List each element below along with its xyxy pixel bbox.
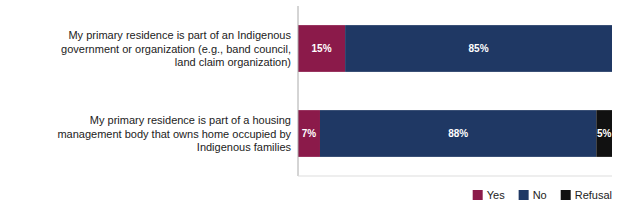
legend-swatch bbox=[519, 190, 529, 200]
category-label-line: Indigenous families bbox=[197, 141, 292, 153]
bar-segment bbox=[298, 25, 345, 72]
chart-container: 15% 7% 85% 88% 5% My primary residence is par… bbox=[0, 0, 625, 211]
chart-svg: 15% 7% 85% 88% 5% My primary residence is par… bbox=[0, 0, 625, 211]
bar-segment bbox=[298, 110, 320, 157]
category-label-line: My primary residence is part of an Indig… bbox=[68, 29, 291, 41]
bar-segment bbox=[596, 110, 612, 157]
bars bbox=[298, 25, 612, 157]
data-label: 88% bbox=[448, 128, 468, 139]
bar-segment bbox=[345, 25, 612, 72]
category-label: My primary residence is part of a housin… bbox=[57, 114, 291, 153]
category-label-line: management body that owns home occupied … bbox=[57, 128, 291, 140]
category-label-line: My primary residence is part of a housin… bbox=[90, 114, 291, 126]
legend-swatch bbox=[561, 190, 571, 200]
axis-line bbox=[298, 6, 299, 176]
axis-line bbox=[298, 176, 612, 177]
data-label: 85% bbox=[469, 43, 489, 54]
bar-segment bbox=[320, 110, 596, 157]
data-label: 15% bbox=[312, 43, 332, 54]
legend-label: Yes bbox=[487, 189, 505, 201]
legend-swatch bbox=[473, 190, 483, 200]
bar-segment bbox=[612, 25, 613, 72]
legend-label: No bbox=[533, 189, 547, 201]
category-label-line: government or organization (e.g., band c… bbox=[61, 43, 291, 55]
category-label-line: land claim organization) bbox=[175, 56, 291, 68]
category-label: My primary residence is part of an Indig… bbox=[61, 29, 291, 68]
legend: Yes No Refusal bbox=[473, 189, 612, 201]
data-labels: 15% 7% 85% 88% 5% bbox=[302, 43, 612, 139]
legend-label: Refusal bbox=[575, 189, 612, 201]
data-label: 7% bbox=[302, 128, 317, 139]
data-label: 5% bbox=[597, 128, 612, 139]
